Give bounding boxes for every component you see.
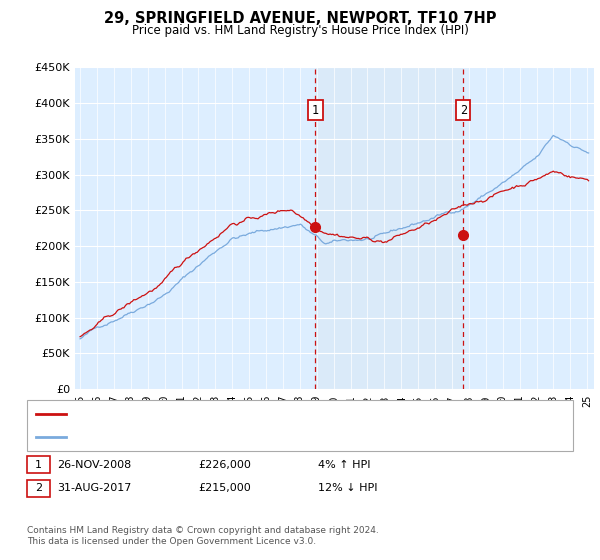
Bar xyxy=(316,67,463,389)
Text: 1: 1 xyxy=(35,460,42,470)
Text: 29, SPRINGFIELD AVENUE, NEWPORT, TF10 7HP (detached house): 29, SPRINGFIELD AVENUE, NEWPORT, TF10 7H… xyxy=(72,409,414,419)
Text: 2: 2 xyxy=(460,104,467,116)
Text: Price paid vs. HM Land Registry's House Price Index (HPI): Price paid vs. HM Land Registry's House … xyxy=(131,24,469,37)
Text: Contains HM Land Registry data © Crown copyright and database right 2024.
This d: Contains HM Land Registry data © Crown c… xyxy=(27,526,379,546)
Text: 31-AUG-2017: 31-AUG-2017 xyxy=(57,483,131,493)
Text: HPI: Average price, detached house, Telford and Wrekin: HPI: Average price, detached house, Telf… xyxy=(72,432,362,442)
Text: 12% ↓ HPI: 12% ↓ HPI xyxy=(318,483,377,493)
Text: £215,000: £215,000 xyxy=(198,483,251,493)
Text: 2: 2 xyxy=(35,483,42,493)
Text: 26-NOV-2008: 26-NOV-2008 xyxy=(57,460,131,470)
Text: 29, SPRINGFIELD AVENUE, NEWPORT, TF10 7HP: 29, SPRINGFIELD AVENUE, NEWPORT, TF10 7H… xyxy=(104,11,496,26)
Text: 4% ↑ HPI: 4% ↑ HPI xyxy=(318,460,371,470)
Text: 1: 1 xyxy=(312,104,319,116)
Text: £226,000: £226,000 xyxy=(198,460,251,470)
